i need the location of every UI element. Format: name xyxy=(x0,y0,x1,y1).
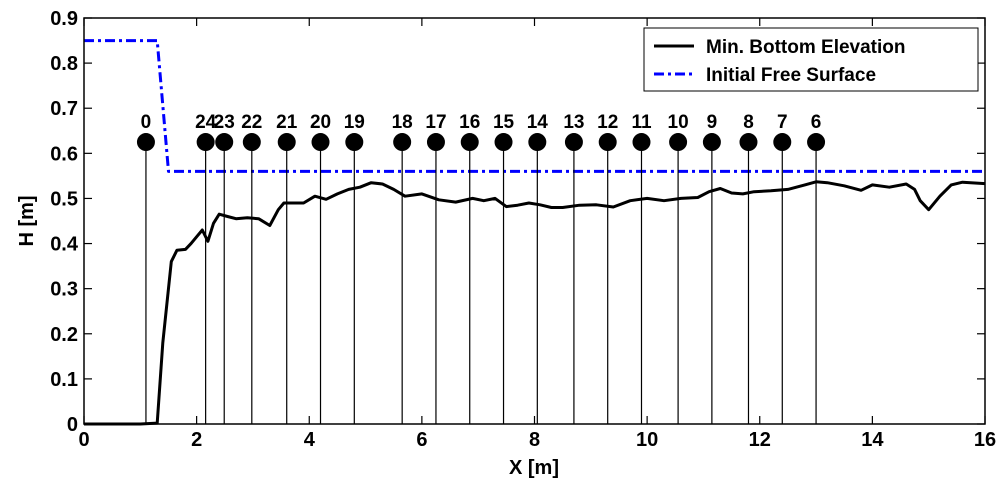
y-tick-label: 0.1 xyxy=(50,369,78,391)
y-tick-label: 0 xyxy=(67,414,78,436)
gauge-label-9: 9 xyxy=(707,112,718,133)
gauge-marker-11 xyxy=(632,133,651,152)
gauge-label-24: 24 xyxy=(195,112,217,133)
gauge-label-17: 17 xyxy=(425,112,446,133)
x-axis-label: X [m] xyxy=(509,457,559,479)
x-tick-label: 10 xyxy=(636,429,658,451)
x-tick-label: 16 xyxy=(974,429,996,451)
y-tick-label: 0.3 xyxy=(50,279,78,301)
gauge-label-13: 13 xyxy=(563,112,584,133)
gauge-marker-22 xyxy=(242,133,261,152)
tick-layer: 0 2 4 6 8 10 12 14 1600.10.20.30.40.50.60.70.80.… xyxy=(50,8,996,451)
gauge-label-16: 16 xyxy=(459,112,480,133)
gauge-label-8: 8 xyxy=(743,112,754,133)
gauge-marker-7 xyxy=(773,133,792,152)
gauge-marker-17 xyxy=(426,133,445,152)
legend-box xyxy=(643,27,979,92)
y-tick-label: 0.7 xyxy=(50,98,78,120)
gauge-marker-18 xyxy=(393,133,412,152)
x-tick-label: 14 xyxy=(861,429,884,451)
legend: Min. Bottom Elevation Initial Free Surfa… xyxy=(643,27,979,92)
gauge-label-21: 21 xyxy=(276,112,298,133)
gauge-marker-0 xyxy=(136,133,155,152)
gauge-marker-13 xyxy=(564,133,583,152)
gauge-label-19: 19 xyxy=(344,112,365,133)
legend-label-free-surface: Initial Free Surface xyxy=(706,65,876,86)
x-tick-label: 8 xyxy=(529,429,540,451)
series-initial-free-surface-line xyxy=(84,39,985,173)
gauge-marker-24 xyxy=(196,133,215,152)
gauge-marker-14 xyxy=(528,133,547,152)
y-tick-label: 0.5 xyxy=(50,188,78,210)
gauge-label-22: 22 xyxy=(241,112,262,133)
y-tick-label: 0.9 xyxy=(50,8,78,30)
series-layer xyxy=(84,39,986,426)
gauge-label-14: 14 xyxy=(527,112,549,133)
gauge-marker-15 xyxy=(494,133,513,152)
gauge-label-18: 18 xyxy=(392,112,413,133)
x-tick-label: 0 xyxy=(78,429,89,451)
gauge-label-6: 6 xyxy=(811,112,822,133)
gauge-label-10: 10 xyxy=(668,112,689,133)
x-tick-label: 12 xyxy=(749,429,771,451)
gauge-marker-23 xyxy=(215,133,234,152)
gauge-label-23: 23 xyxy=(214,112,235,133)
gauge-label-0: 0 xyxy=(141,112,152,133)
series-min-bottom-elevation-line xyxy=(84,180,986,426)
y-tick-label: 0.4 xyxy=(50,234,79,256)
gauge-marker-21 xyxy=(277,133,296,152)
gauge-label-12: 12 xyxy=(597,112,618,133)
gauge-marker-9 xyxy=(702,133,721,152)
gauge-label-11: 11 xyxy=(631,112,652,133)
x-tick-label: 2 xyxy=(191,429,202,451)
y-tick-label: 0.2 xyxy=(50,324,78,346)
gauge-label-7: 7 xyxy=(777,112,788,133)
gauge-marker-12 xyxy=(598,133,617,152)
gauge-marker-10 xyxy=(669,133,688,152)
gauge-marker-19 xyxy=(345,133,364,152)
gauge-label-15: 15 xyxy=(493,112,515,133)
gauge-marker-6 xyxy=(807,133,826,152)
x-tick-label: 4 xyxy=(304,429,316,451)
y-tick-label: 0.8 xyxy=(50,53,78,75)
legend-label-min-bottom: Min. Bottom Elevation xyxy=(706,37,906,58)
gauge-marker-20 xyxy=(311,133,330,152)
y-axis-label: H [m] xyxy=(16,195,38,246)
y-tick-label: 0.6 xyxy=(50,143,78,165)
gauge-marker-8 xyxy=(739,133,758,152)
gauge-marker-16 xyxy=(460,133,479,152)
gauge-label-20: 20 xyxy=(310,112,331,133)
x-tick-label: 6 xyxy=(416,429,427,451)
